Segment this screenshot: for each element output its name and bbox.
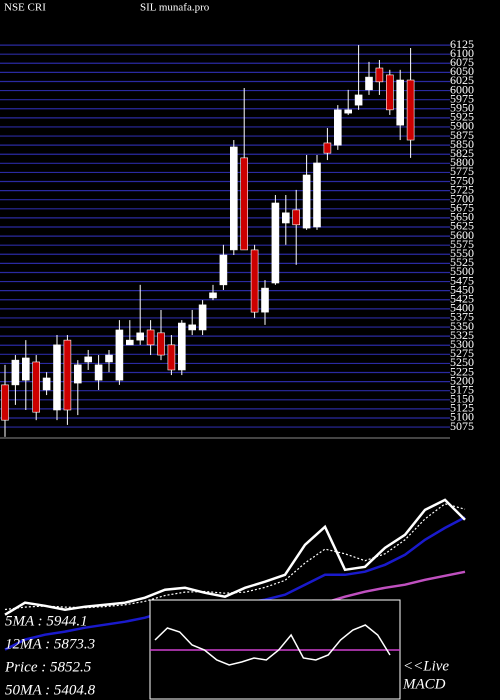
y-tick-label: 5625 (450, 219, 474, 233)
y-tick-label: 5475 (450, 273, 474, 287)
candle-body (209, 292, 217, 299)
y-tick-label: 5775 (450, 164, 474, 178)
candle-body (375, 67, 384, 83)
y-tick-label: 5800 (450, 155, 474, 169)
legend-label: 50MA : 5404.8 (5, 682, 96, 698)
y-tick-label: 5850 (450, 137, 474, 151)
y-tick-label: 5275 (450, 346, 474, 360)
y-tick-label: 5125 (450, 401, 474, 415)
candle-body (146, 329, 155, 346)
y-tick-label: 5675 (450, 201, 474, 215)
y-tick-label: 5500 (450, 264, 474, 278)
y-tick-label: 5750 (450, 173, 474, 187)
y-tick-label: 6050 (450, 64, 474, 78)
chart-title: NSE CRI (4, 2, 46, 14)
candle-body (302, 174, 311, 229)
candle-body (313, 162, 321, 228)
legend-label: 5MA : 5944.1 (5, 613, 88, 629)
y-tick-label: 6125 (450, 37, 474, 51)
candle-body (178, 322, 186, 371)
y-tick-label: 5525 (450, 255, 474, 269)
candle-body (42, 377, 51, 391)
candle-body (21, 357, 30, 381)
candle-body (136, 332, 144, 341)
macd-line (154, 624, 391, 666)
candle-body (323, 142, 332, 154)
candle-body (11, 359, 20, 386)
candle-body (198, 304, 207, 331)
candle-body (292, 209, 301, 226)
candle-body (344, 109, 353, 114)
candle-body (126, 339, 134, 346)
y-tick-label: 5725 (450, 182, 474, 196)
candle-body (167, 344, 176, 371)
y-tick-label: 5950 (450, 101, 474, 115)
y-tick-label: 5550 (450, 246, 474, 260)
y-tick-label: 5825 (450, 146, 474, 160)
candle-body (157, 332, 165, 356)
candle-body (240, 157, 248, 251)
y-tick-label: 5100 (450, 410, 474, 424)
candle-body (105, 354, 113, 363)
candle-body (250, 249, 259, 313)
y-tick-label: 5400 (450, 301, 474, 315)
candle-body (261, 287, 269, 313)
y-tick-label: 5900 (450, 119, 474, 133)
y-tick-label: 5875 (450, 128, 474, 142)
candle-body (74, 364, 82, 384)
chart-subtitle: SIL munafa.pro (140, 2, 210, 14)
y-tick-label: 6000 (450, 82, 474, 96)
candle-body (115, 329, 124, 381)
candle-body (63, 339, 72, 411)
y-tick-label: 6100 (450, 46, 474, 60)
candle-body (230, 146, 238, 251)
ma-line (4, 503, 466, 611)
candle-body (32, 361, 41, 413)
candle-body (354, 94, 363, 106)
y-tick-label: 5350 (450, 319, 474, 333)
y-tick-label: 6025 (450, 73, 474, 87)
y-tick-label: 5175 (450, 382, 474, 396)
ma-line (4, 498, 466, 616)
y-tick-label: 5300 (450, 337, 474, 351)
y-tick-label: 5250 (450, 355, 474, 369)
candle-body (406, 79, 415, 141)
candle-body (94, 364, 103, 381)
candle-body (84, 356, 92, 363)
y-tick-label: 5375 (450, 310, 474, 324)
candle-body (53, 344, 61, 411)
candle-body (1, 384, 9, 421)
y-tick-label: 5450 (450, 282, 474, 296)
legend-label: Price : 5852.5 (4, 659, 92, 675)
y-tick-label: 5700 (450, 191, 474, 205)
y-tick-label: 5425 (450, 292, 474, 306)
candle-body (365, 76, 373, 91)
candle-body (333, 109, 342, 146)
candle-body (219, 254, 228, 286)
y-tick-label: 5975 (450, 91, 474, 105)
candle-body (188, 324, 196, 331)
y-tick-label: 5600 (450, 228, 474, 242)
legend-label: 12MA : 5873.3 (5, 636, 95, 652)
y-tick-label: 5150 (450, 392, 474, 406)
candle-body (281, 212, 290, 224)
candle-body (385, 74, 394, 111)
y-tick-label: 5225 (450, 364, 474, 378)
y-tick-label: 5650 (450, 210, 474, 224)
y-tick-label: 5925 (450, 110, 474, 124)
y-tick-label: 5325 (450, 328, 474, 342)
candle-body (271, 202, 280, 284)
y-tick-label: 5075 (450, 419, 474, 433)
y-tick-label: 5200 (450, 373, 474, 387)
macd-title: MACD (402, 676, 446, 692)
y-tick-label: 5575 (450, 237, 474, 251)
annotation: <<Live (403, 658, 449, 674)
y-tick-label: 6075 (450, 55, 474, 69)
candle-body (396, 79, 405, 126)
